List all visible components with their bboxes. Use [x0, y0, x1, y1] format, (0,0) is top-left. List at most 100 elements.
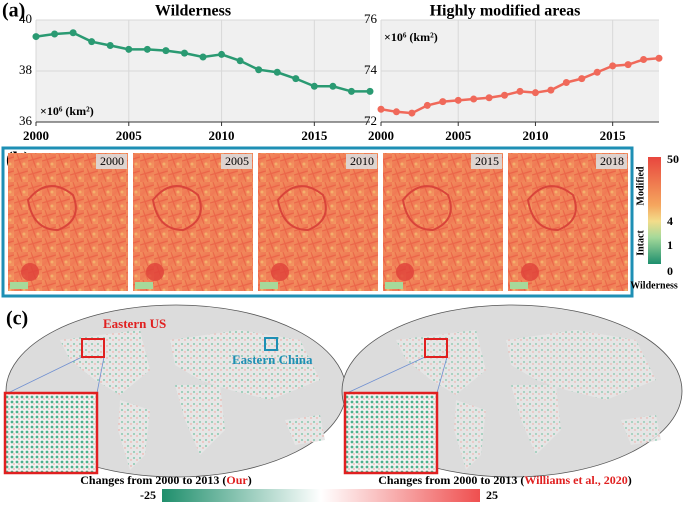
data-point — [292, 75, 300, 83]
map-detail — [385, 282, 403, 289]
map-detail — [271, 263, 289, 281]
unit-annotation: ×10⁶ (km²) — [384, 30, 438, 44]
region-label: Eastern US — [103, 316, 166, 331]
map-detail — [521, 263, 539, 281]
region-label: Eastern China — [232, 352, 313, 367]
year-box — [596, 154, 627, 169]
colorbar-title: Wilderness — [630, 280, 678, 291]
data-point — [423, 101, 431, 109]
year-label: 2010 — [350, 154, 374, 168]
year-box — [471, 154, 502, 169]
map-detail — [26, 185, 77, 232]
caption-source: Williams et al., 2020 — [524, 473, 627, 487]
colorbar-label: 4 — [667, 214, 673, 228]
y-tick-label: 76 — [364, 11, 378, 26]
data-point — [655, 54, 663, 62]
colorbar-label: -25 — [140, 488, 156, 502]
map-detail — [510, 282, 528, 289]
colorbar — [162, 489, 480, 502]
data-point — [501, 91, 509, 99]
data-point — [236, 57, 244, 65]
data-point — [199, 53, 207, 61]
data-point — [347, 87, 355, 95]
data-point — [408, 109, 416, 117]
data-point — [32, 33, 40, 41]
unit-annotation: ×10⁶ (km²) — [40, 104, 94, 118]
data-point — [578, 75, 586, 83]
year-box — [96, 154, 127, 169]
x-tick-label: 2010 — [522, 128, 548, 143]
data-point — [162, 47, 170, 55]
data-point — [454, 96, 462, 104]
data-point — [88, 38, 96, 46]
caption-text: ) — [248, 473, 252, 487]
data-point — [547, 86, 555, 94]
map-detail — [276, 185, 327, 232]
colorbar-label: 25 — [486, 488, 498, 502]
colorbar-label: 1 — [667, 238, 673, 252]
chart-title: Wilderness — [155, 3, 231, 20]
caption-text: Changes from 2000 to 2013 ( — [378, 473, 524, 487]
map-detail — [260, 282, 278, 289]
data-point — [562, 78, 570, 86]
data-point — [392, 108, 400, 116]
y-tick-label: 72 — [364, 113, 377, 128]
data-point — [143, 45, 151, 53]
data-point — [640, 56, 648, 64]
map-detail — [396, 263, 414, 281]
year-label: 2000 — [100, 154, 124, 168]
map-detail — [135, 282, 153, 289]
y-tick-label: 36 — [19, 113, 33, 128]
data-point — [470, 95, 478, 103]
y-tick-label: 74 — [364, 62, 378, 77]
data-point — [609, 62, 617, 70]
x-tick-label: 2015 — [301, 128, 328, 143]
caption: Changes from 2000 to 2013 (Our) — [80, 473, 251, 487]
data-point — [69, 29, 77, 37]
data-point — [273, 68, 281, 76]
data-point — [125, 45, 133, 53]
data-point — [531, 89, 539, 97]
x-tick-label: 2005 — [116, 128, 143, 143]
map-detail — [526, 185, 577, 232]
data-point — [255, 66, 263, 74]
x-tick-label: 2000 — [23, 128, 49, 143]
map-detail — [21, 263, 39, 281]
year-box — [221, 154, 252, 169]
data-point — [310, 82, 318, 90]
y-tick-label: 38 — [19, 62, 32, 77]
data-point — [106, 42, 114, 49]
data-point — [593, 68, 601, 76]
panel-label: (a) — [2, 0, 25, 22]
data-point — [485, 94, 493, 102]
caption-text: ) — [628, 473, 632, 487]
data-point — [180, 49, 188, 57]
caption: Changes from 2000 to 2013 (Williams et a… — [378, 473, 632, 487]
colorbar-title: Modified — [635, 166, 646, 205]
map-detail — [401, 185, 452, 232]
panel-label: (c) — [6, 308, 28, 330]
data-point — [329, 82, 337, 90]
colorbar — [648, 157, 661, 264]
x-tick-label: 2015 — [600, 128, 627, 143]
data-point — [377, 105, 385, 113]
caption-text: Changes from 2000 to 2013 ( — [80, 473, 226, 487]
panel-b-frame — [1, 146, 634, 298]
data-point — [439, 98, 447, 106]
panel-b-maps: 2000 2005 2010 2015 2018 — [8, 153, 628, 291]
colorbar-label: 0 — [667, 264, 673, 278]
map-detail — [146, 263, 164, 281]
data-point — [624, 61, 632, 69]
x-tick-label: 2000 — [368, 128, 394, 143]
map-left — [3, 304, 347, 478]
colorbar-label: 50 — [667, 152, 679, 166]
map-detail — [10, 282, 28, 289]
year-label: 2018 — [600, 154, 624, 168]
year-box — [346, 154, 377, 169]
data-point — [366, 87, 374, 95]
data-point — [51, 30, 59, 38]
data-point — [218, 50, 226, 58]
data-point — [516, 87, 524, 95]
colorbar-title: Intact — [635, 230, 646, 256]
